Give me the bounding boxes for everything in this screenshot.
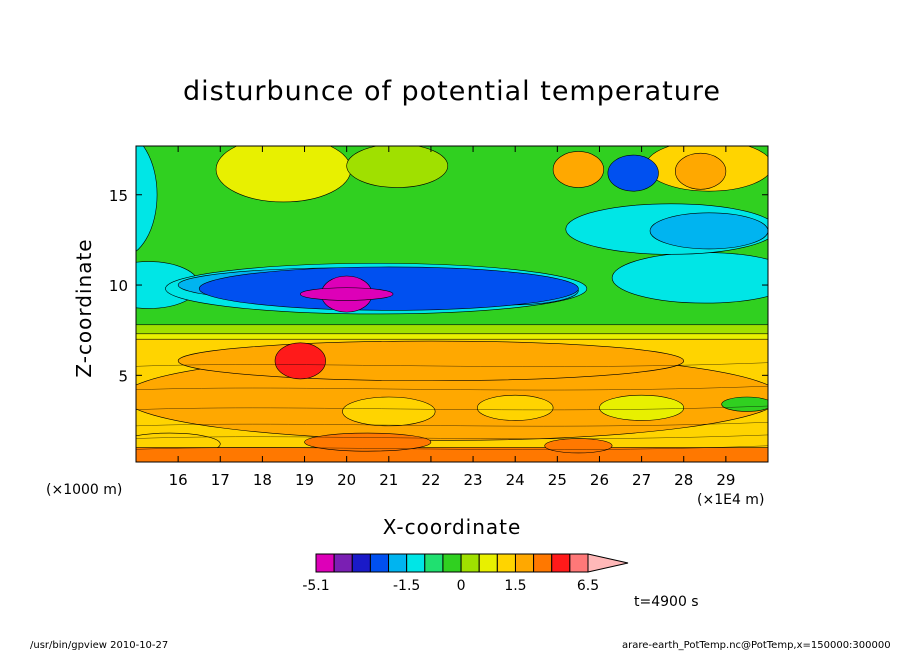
x-tick-label: 29 — [716, 471, 735, 489]
x-unit-left: (×1000 m) — [46, 482, 123, 498]
contour-line — [136, 362, 768, 367]
colorbar-swatch — [315, 553, 335, 573]
x-tick-label: 24 — [506, 471, 525, 489]
colorbar-swatch — [442, 553, 462, 573]
colorbar-swatch — [333, 553, 353, 573]
colorbar-tick-label: 1.5 — [504, 578, 526, 594]
x-tick-label: 23 — [464, 471, 483, 489]
contour-region — [177, 340, 685, 382]
y-tick-label: 10 — [109, 277, 128, 295]
y-axis: 5 10 15 — [109, 187, 768, 385]
time-label: t=4900 s — [634, 594, 699, 610]
feature-cold-band — [649, 212, 768, 250]
colorbar-swatch — [406, 553, 426, 573]
footer-right: arare-earth_PotTemp.nc@PotTemp,x=150000:… — [622, 640, 891, 651]
colorbar-swatch — [478, 553, 498, 573]
footer-left: /usr/bin/gpview 2010-10-27 — [30, 640, 169, 651]
contour-line — [136, 422, 768, 427]
x-tick-label: 19 — [295, 471, 314, 489]
y-tick-label: 5 — [118, 367, 128, 385]
colorbar-tick-label: -5.1 — [302, 578, 329, 594]
contour-region — [544, 438, 613, 454]
colorbar-swatch — [587, 553, 629, 573]
colorbar-tick-label: -1.5 — [393, 578, 420, 594]
colorbar-swatch — [551, 553, 571, 573]
colorbar-swatch — [424, 553, 444, 573]
feature-warm-cell — [552, 151, 604, 188]
colorbar-swatch — [351, 553, 371, 573]
feature-warm-cell — [675, 152, 727, 190]
contour-field — [136, 146, 768, 462]
x-tick-label: 18 — [253, 471, 272, 489]
contour-region — [215, 146, 352, 203]
colorbar-swatch — [388, 553, 408, 573]
x-tick-label: 17 — [211, 471, 230, 489]
x-axis-label: X-coordinate — [382, 515, 522, 539]
plot-frame — [135, 145, 769, 463]
x-tick-label: 20 — [337, 471, 356, 489]
x-tick-label: 27 — [632, 471, 651, 489]
contour-region — [346, 146, 449, 188]
colorbar-tick-label: 6.5 — [577, 578, 599, 594]
x-tick-label: 21 — [379, 471, 398, 489]
contour-region — [476, 394, 554, 421]
y-axis-label: Z-coordinate — [72, 238, 96, 378]
feature-cold-band — [198, 266, 579, 311]
x-tick-label: 26 — [590, 471, 609, 489]
x-tick-label: 28 — [674, 471, 693, 489]
colorbar-swatch — [533, 553, 553, 573]
contour-line — [136, 445, 768, 450]
colorbar-swatch — [369, 553, 390, 573]
x-tick-label: 22 — [421, 471, 440, 489]
contour-line — [136, 385, 768, 391]
contour-region — [300, 287, 394, 301]
x-axis: 16 17 18 19 20 21 22 23 24 25 26 27 28 29 — [169, 146, 735, 489]
y-tick-label: 15 — [109, 187, 128, 205]
colorbar-tick-label: 0 — [457, 578, 466, 594]
chart-title: disturbunce of potential temperature — [183, 76, 721, 107]
contour-region — [136, 146, 158, 252]
contour-band — [136, 447, 768, 462]
contour-region — [611, 252, 768, 304]
x-tick-label: 16 — [169, 471, 188, 489]
colorbar-swatch — [514, 553, 535, 573]
feature-cold-cell — [607, 154, 659, 192]
colorbar-swatch — [496, 553, 516, 573]
contour-region — [342, 396, 436, 427]
feature-warm-maximum — [274, 342, 326, 380]
x-unit-right: (×1E4 m) — [697, 492, 765, 508]
colorbar-swatch — [569, 553, 589, 573]
contour-region — [721, 396, 768, 412]
contour-region — [599, 394, 685, 421]
colorbar: -5.1 -1.5 0 1.5 6.5 — [302, 553, 629, 594]
x-tick-label: 25 — [548, 471, 567, 489]
contour-line — [136, 434, 768, 440]
contour-line — [136, 405, 768, 411]
colorbar-swatch — [460, 553, 480, 573]
